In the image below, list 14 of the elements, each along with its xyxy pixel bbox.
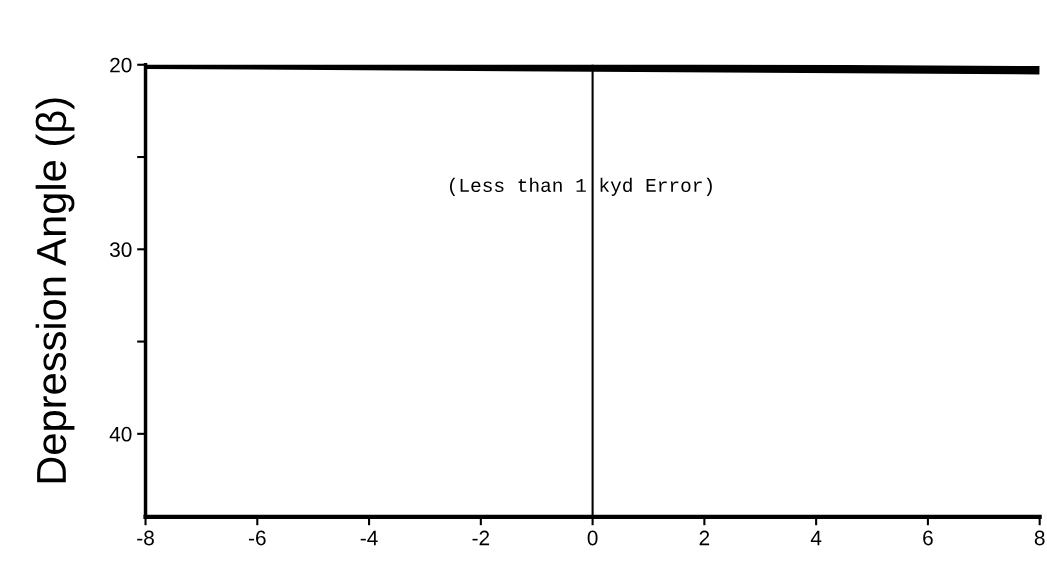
- y-tick-label: 20: [110, 57, 132, 73]
- x-tick-label: 0: [587, 530, 598, 546]
- x-tick-label: 2: [699, 530, 710, 546]
- annotation: (Less than 1 kyd Error): [449, 177, 712, 196]
- x-tick-label: -8: [137, 530, 154, 546]
- y-tick-label: 40: [109, 426, 132, 442]
- y-tick-label: 30: [109, 242, 132, 258]
- x-tick-label: 4: [810, 530, 822, 546]
- x-tick-label: 6: [923, 530, 933, 546]
- x-tick-label: -4: [360, 530, 378, 546]
- y-axis-title: Depression Angle (β): [35, 98, 75, 483]
- x-tick-label: 8: [1034, 530, 1045, 546]
- x-tick-label: -2: [472, 530, 490, 546]
- x-tick-label: -6: [248, 530, 266, 546]
